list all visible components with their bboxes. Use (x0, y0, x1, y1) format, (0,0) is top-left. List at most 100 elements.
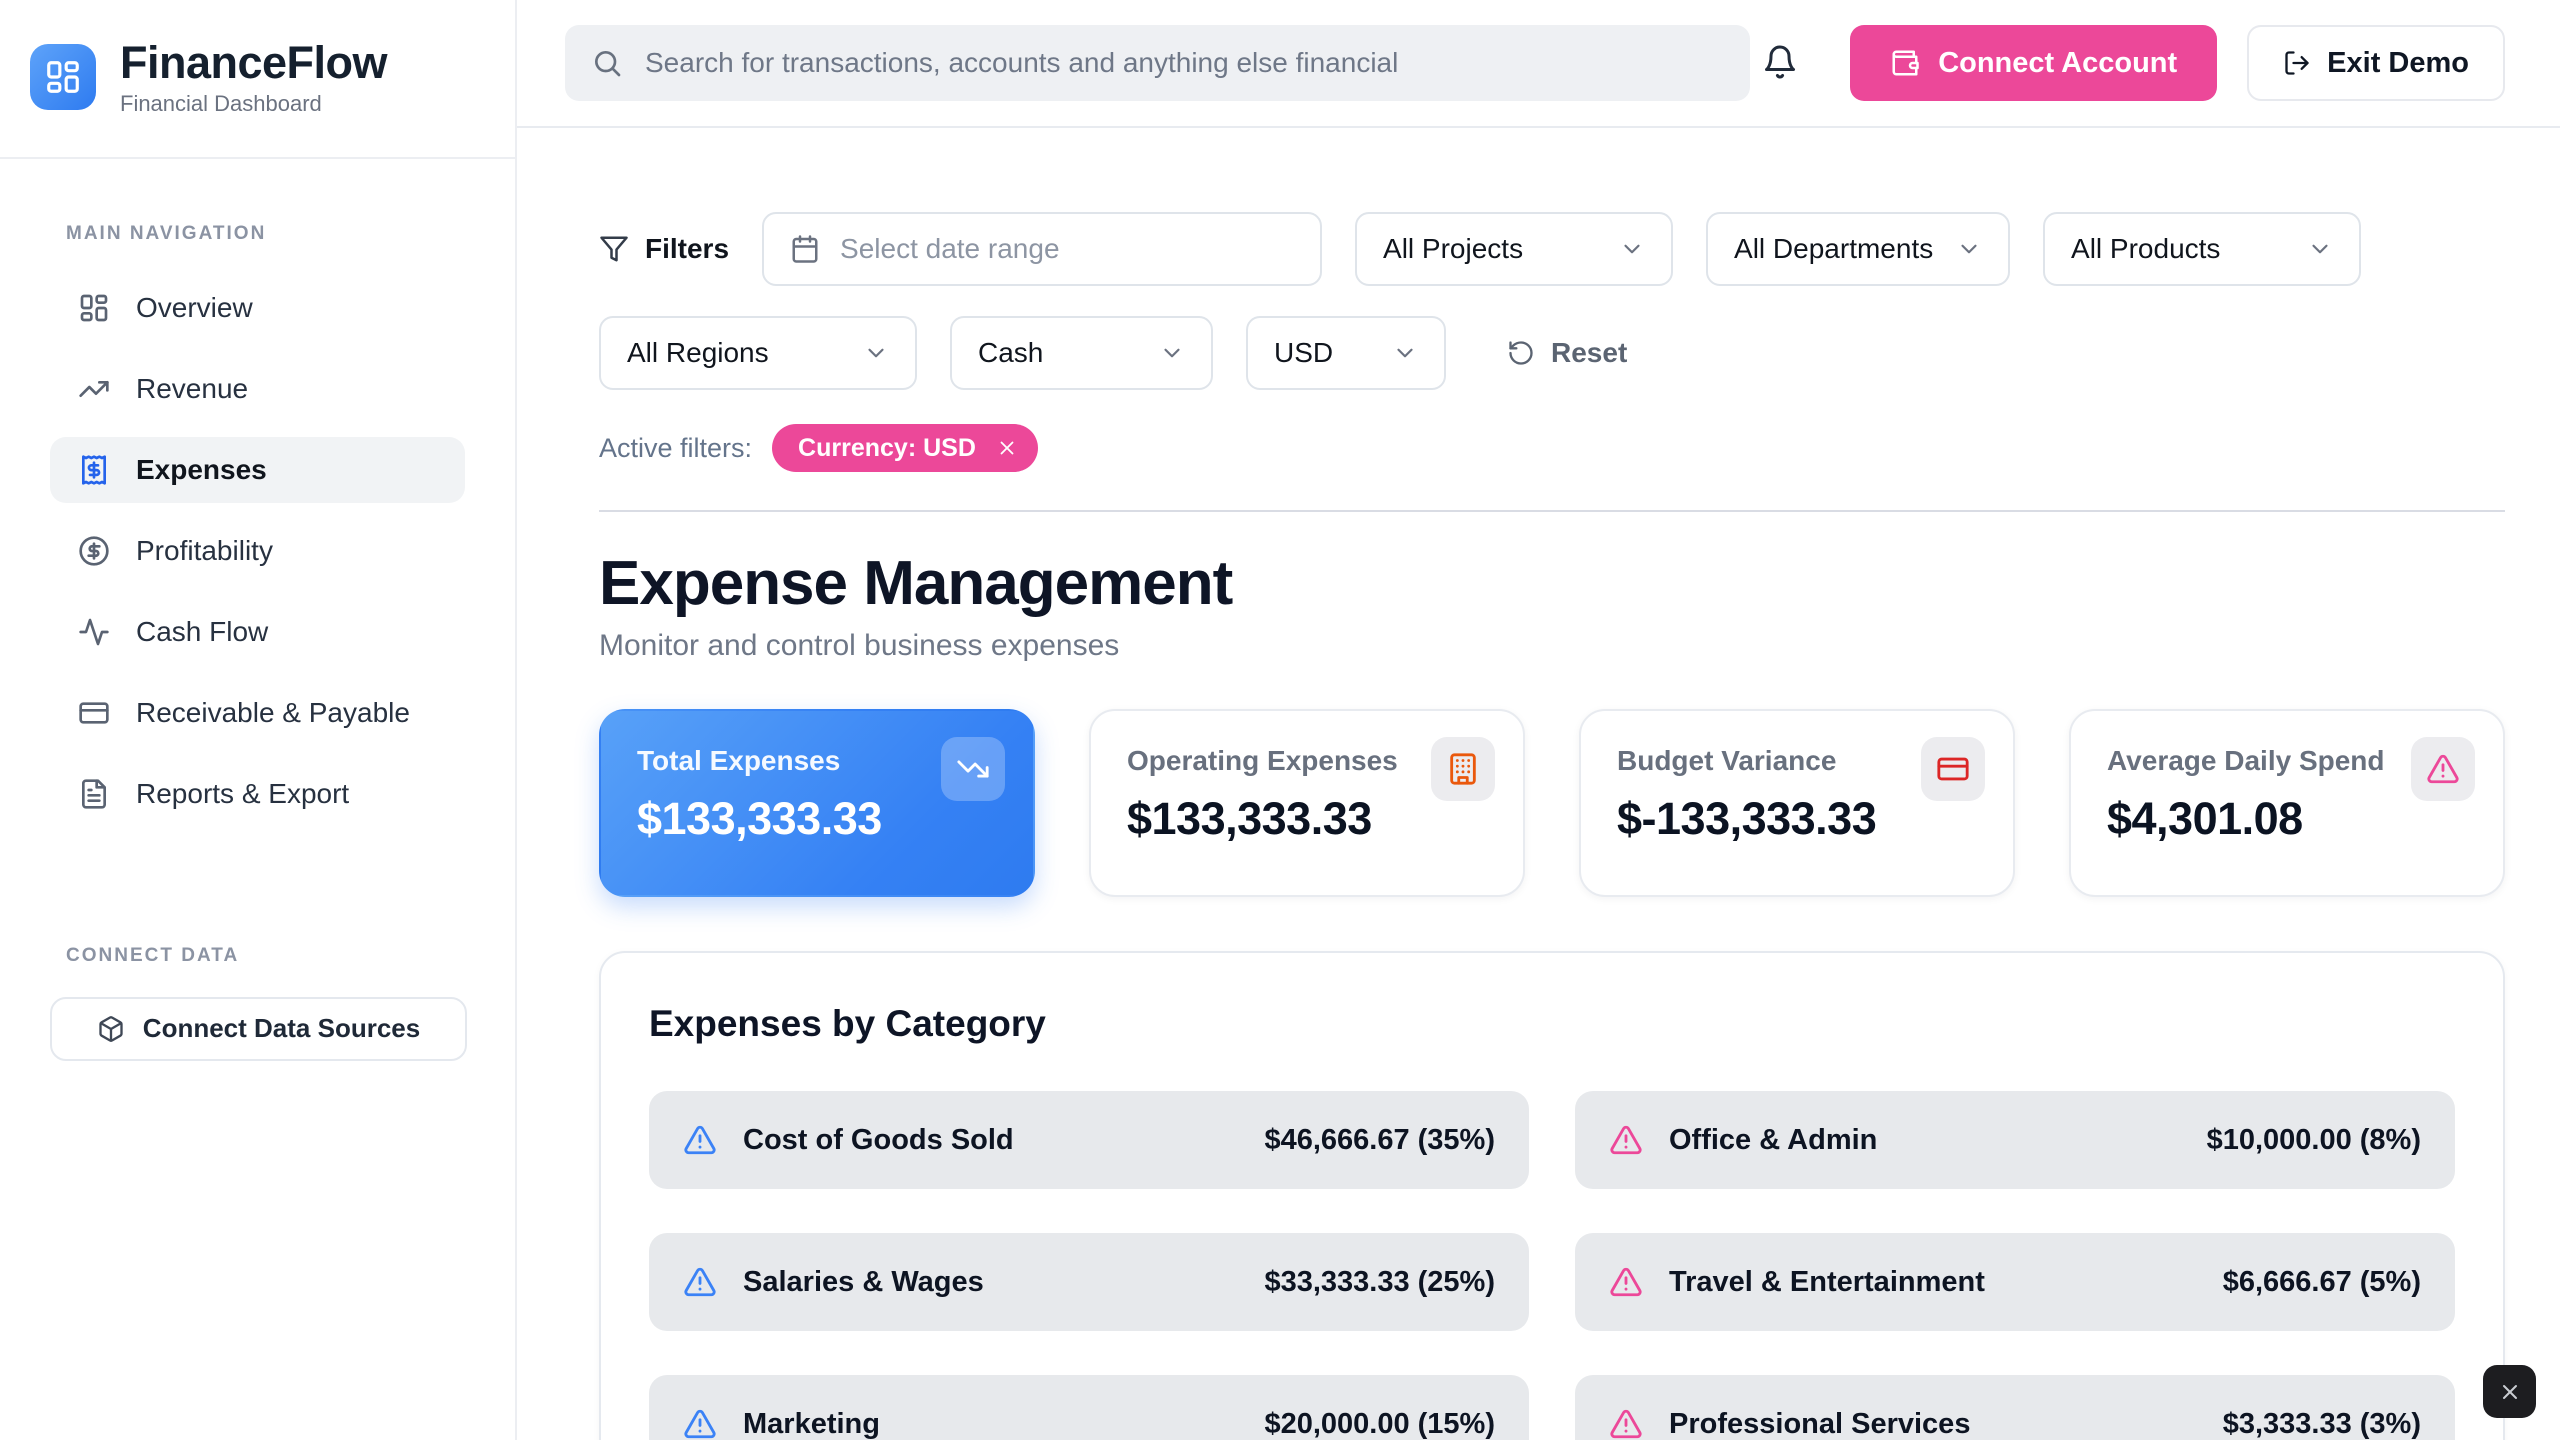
circle-dollar-icon (78, 535, 110, 567)
search-icon (591, 47, 623, 79)
wallet-icon (1890, 48, 1920, 78)
app-title: FinanceFlow (120, 37, 388, 88)
sidebar-item-label: Overview (136, 291, 253, 323)
filters-label: Filters (599, 233, 729, 265)
exit-demo-label: Exit Demo (2327, 46, 2469, 79)
category-name: Travel & Entertainment (1669, 1265, 1985, 1298)
select-value: All Projects (1383, 233, 1524, 264)
chevron-down-icon (1392, 340, 1418, 366)
exit-demo-button[interactable]: Exit Demo (2247, 25, 2505, 101)
connect-data-sources-label: Connect Data Sources (142, 1013, 421, 1043)
category-grid: Cost of Goods Sold $46,666.67 (35%) Office… (649, 1091, 2455, 1440)
chevron-down-icon (1619, 236, 1645, 262)
app-subtitle: Financial Dashboard (120, 90, 322, 116)
stat-icon-chip (1431, 737, 1495, 801)
funnel-icon (599, 234, 629, 264)
stat-card-total-expenses[interactable]: Total Expenses $133,333.33 (599, 709, 1035, 897)
connect-account-label: Connect Account (1938, 46, 2178, 79)
stat-icon-chip (941, 737, 1005, 801)
select-value: All Regions (627, 337, 769, 368)
stat-icon-chip (1921, 737, 1985, 801)
stat-label: Operating Expenses (1127, 745, 1398, 776)
filter-select-all-products[interactable]: All Products (2043, 212, 2362, 286)
expenses-by-category-card: Expenses by Category Cost of Goods Sold $… (599, 951, 2505, 1440)
sidebar-item-cash-flow[interactable]: Cash Flow (50, 599, 465, 665)
category-row-travel-entertainment[interactable]: Travel & Entertainment $6,666.67 (5%) (1575, 1233, 2455, 1331)
search-box (565, 25, 1750, 101)
date-range-input[interactable] (840, 233, 1295, 265)
category-row-professional-services[interactable]: Professional Services $3,333.33 (3%) (1575, 1375, 2455, 1440)
category-name: Office & Admin (1669, 1123, 1878, 1156)
filters-row-1: Filters All Projects All Departments All P… (599, 212, 2505, 286)
alert-triangle-icon (683, 1407, 717, 1440)
brand: FinanceFlow Financial Dashboard (0, 0, 515, 159)
sidebar-item-expenses[interactable]: Expenses (50, 436, 465, 503)
category-value: $10,000.00 (8%) (2206, 1123, 2421, 1156)
alert-triangle-icon (1609, 1123, 1643, 1157)
active-filter-chip[interactable]: Currency: USD (772, 424, 1038, 472)
app-logo-icon (30, 44, 96, 111)
sidebar-item-overview[interactable]: Overview (50, 275, 465, 341)
category-row-marketing[interactable]: Marketing $20,000.00 (15%) (649, 1375, 1529, 1440)
stat-label: Total Expenses (637, 745, 841, 776)
category-name: Professional Services (1669, 1407, 1971, 1440)
alert-triangle-icon (683, 1265, 717, 1299)
page-content: Filters All Projects All Departments All P… (517, 128, 2560, 1440)
trending-up-icon (78, 373, 110, 405)
chip-label: Currency: USD (798, 433, 976, 462)
connect-data-sources-button[interactable]: Connect Data Sources (50, 996, 467, 1061)
trending-down-icon (956, 752, 990, 786)
filter-select-usd[interactable]: USD (1246, 316, 1446, 390)
category-value: $6,666.67 (5%) (2222, 1265, 2421, 1298)
sidebar-item-receivable-payable[interactable]: Receivable & Payable (50, 680, 465, 746)
stat-icon-chip (2411, 737, 2475, 801)
stat-card-operating-expenses[interactable]: Operating Expenses $133,333.33 (1089, 709, 1525, 897)
category-name: Salaries & Wages (743, 1265, 984, 1298)
search-input[interactable] (645, 47, 1724, 79)
close-overlay-button[interactable] (2483, 1365, 2536, 1418)
stat-value: $-133,333.33 (1617, 793, 1877, 844)
filter-select-all-projects[interactable]: All Projects (1355, 212, 1674, 286)
main-area: Connect Account Exit Demo Filters All Pr… (517, 0, 2560, 1440)
main-navigation: Overview Revenue Expenses Profitability Cash… (0, 275, 515, 827)
filter-select-cash[interactable]: Cash (950, 316, 1213, 390)
category-row-cost-of-goods-sold[interactable]: Cost of Goods Sold $46,666.67 (35%) (649, 1091, 1529, 1189)
activity-icon (78, 616, 110, 648)
filter-select-all-departments[interactable]: All Departments (1706, 212, 2011, 286)
stat-card-average-daily-spend[interactable]: Average Daily Spend $4,301.08 (2069, 709, 2505, 897)
alert-triangle-icon (1609, 1407, 1643, 1440)
date-range-field (762, 212, 1323, 286)
category-row-office-admin[interactable]: Office & Admin $10,000.00 (8%) (1575, 1091, 2455, 1189)
select-value: Cash (978, 337, 1044, 368)
log-out-icon (2283, 49, 2311, 77)
reset-filters-button[interactable]: Reset (1507, 337, 1627, 369)
page-title: Expense Management (599, 549, 1233, 618)
active-filters-row: Active filters: Currency: USD (599, 424, 2505, 472)
category-name: Cost of Goods Sold (743, 1123, 1014, 1156)
connect-section-label: CONNECT DATA (66, 944, 240, 966)
chip-remove-icon[interactable] (996, 437, 1018, 459)
section-divider (599, 510, 2505, 512)
brand-text: FinanceFlow Financial Dashboard (120, 37, 388, 117)
select-value: All Products (2071, 233, 2221, 264)
chevron-down-icon (1956, 236, 1982, 262)
select-value: All Departments (1734, 233, 1934, 264)
receipt-icon (78, 454, 110, 486)
sidebar-item-label: Revenue (136, 372, 249, 404)
nav-section-label: MAIN NAVIGATION (66, 222, 267, 244)
sidebar-item-reports-export[interactable]: Reports & Export (50, 761, 465, 827)
sidebar-item-label: Expenses (136, 453, 267, 485)
select-value: USD (1274, 337, 1334, 368)
alert-triangle-icon (1609, 1265, 1643, 1299)
category-row-salaries-wages[interactable]: Salaries & Wages $33,333.33 (25%) (649, 1233, 1529, 1331)
stat-card-budget-variance[interactable]: Budget Variance $-133,333.33 (1579, 709, 2015, 897)
topbar: Connect Account Exit Demo (517, 0, 2560, 128)
notifications-button[interactable] (1760, 43, 1800, 83)
connect-account-button[interactable]: Connect Account (1850, 25, 2218, 101)
filter-select-all-regions[interactable]: All Regions (599, 316, 917, 390)
credit-card-icon (78, 697, 110, 729)
rotate-ccw-icon (1507, 339, 1535, 367)
chevron-down-icon (863, 340, 889, 366)
sidebar-item-profitability[interactable]: Profitability (50, 518, 465, 584)
sidebar-item-revenue[interactable]: Revenue (50, 356, 465, 422)
